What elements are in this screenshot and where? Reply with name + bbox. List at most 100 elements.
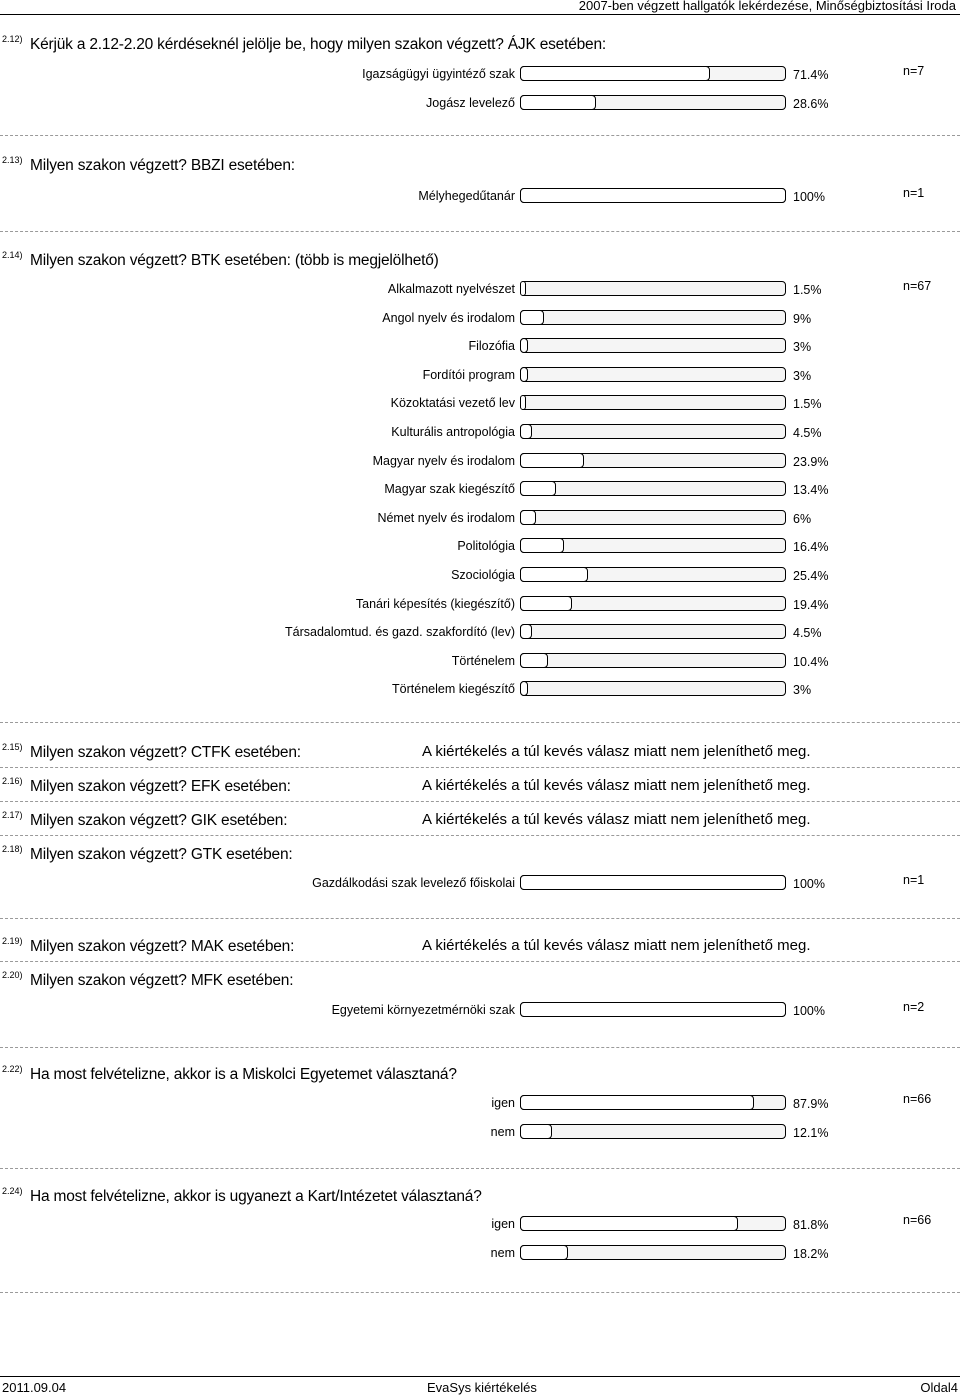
answer-bar-track	[520, 1216, 786, 1231]
answer-bar-fill	[520, 452, 584, 468]
page-header: 2007-ben végzett hallgatók lekérdezése, …	[0, 0, 960, 15]
answer-label: igen	[491, 1096, 515, 1110]
answer-bar-track	[520, 1002, 786, 1017]
answer-bar-fill	[520, 681, 528, 697]
section-separator	[0, 801, 960, 802]
answer-percentage: 100%	[793, 190, 825, 204]
answer-percentage: 9%	[793, 311, 812, 326]
question-number: 2.13)	[2, 155, 23, 165]
answer-bar-track	[520, 1245, 786, 1260]
footer-page: Oldal4	[920, 1380, 958, 1395]
answer-bar-fill	[520, 567, 588, 582]
answer-label: nem	[490, 1246, 515, 1260]
answer-percentage: 18.2%	[793, 1247, 829, 1261]
answer-label: Angol nyelv és irodalom	[382, 310, 515, 325]
section-separator	[0, 1168, 960, 1169]
section-separator	[0, 961, 960, 962]
answer-bar-fill	[520, 338, 528, 354]
header-title: 2007-ben végzett hallgatók lekérdezése, …	[578, 0, 956, 13]
answer-percentage: 71.4%	[793, 68, 829, 82]
answer-label: igen	[491, 1217, 515, 1231]
answer-bar-fill	[520, 309, 544, 325]
no-data-message: A kiértékelés a túl kevés válasz miatt n…	[422, 743, 811, 760]
question-title: Milyen szakon végzett? MFK esetében:	[30, 972, 294, 989]
answer-bar-fill	[520, 281, 526, 296]
section-separator	[0, 918, 960, 919]
answer-percentage: 4.5%	[793, 626, 822, 641]
response-count: n=2	[903, 1000, 925, 1014]
question-number: 2.14)	[2, 250, 23, 260]
answer-label: nem	[490, 1125, 515, 1139]
answer-bar-track	[520, 95, 786, 110]
answer-bar-track	[520, 1124, 786, 1139]
response-count: n=1	[903, 873, 925, 887]
answer-bar-fill	[520, 395, 526, 411]
answer-label: Közoktatási vezető lev	[390, 396, 515, 411]
answer-bar-fill	[520, 424, 532, 439]
answer-bar-fill	[520, 538, 564, 554]
section-separator	[0, 231, 960, 232]
question-title: Milyen szakon végzett? MAK esetében:	[30, 938, 295, 955]
answer-label: Német nyelv és irodalom	[377, 510, 515, 525]
answer-percentage: 100%	[793, 877, 825, 891]
question-number: 2.17)	[2, 810, 23, 820]
answer-bar-fill	[520, 875, 786, 890]
answer-label: Jogász levelező	[426, 96, 515, 110]
answer-percentage: 3%	[793, 683, 812, 698]
answer-bar-fill	[520, 595, 572, 611]
answer-percentage: 25.4%	[793, 569, 829, 583]
answer-bar-track	[520, 188, 786, 203]
answer-percentage: 100%	[793, 1004, 825, 1018]
answer-label: Kulturális antropológia	[391, 425, 515, 439]
answer-percentage: 13.4%	[793, 483, 829, 498]
answer-label: Egyetemi környezetmérnöki szak	[331, 1003, 515, 1017]
answer-bar-track	[520, 538, 786, 554]
answer-percentage: 87.9%	[793, 1097, 829, 1111]
question-number: 2.20)	[2, 970, 23, 980]
answer-percentage: 3%	[793, 368, 812, 383]
response-count: n=67	[903, 279, 932, 293]
answer-percentage: 19.4%	[793, 597, 829, 612]
answer-bar-track	[520, 875, 786, 890]
answer-percentage: 3%	[793, 340, 812, 355]
answer-percentage: 10.4%	[793, 654, 829, 669]
question-title: Milyen szakon végzett? EFK esetében:	[30, 778, 291, 795]
answer-label: Fordítói program	[422, 367, 515, 382]
answer-percentage: 1.5%	[793, 397, 822, 412]
answer-bar-fill	[520, 1002, 786, 1017]
answer-percentage: 16.4%	[793, 540, 829, 555]
answer-bar-track	[520, 338, 786, 354]
question-number: 2.24)	[2, 1186, 23, 1196]
answer-bar-track	[520, 509, 786, 525]
answer-percentage: 12.1%	[793, 1126, 829, 1140]
answer-bar-track	[520, 452, 786, 468]
question-number: 2.12)	[2, 34, 23, 44]
answer-bar-fill	[520, 188, 786, 203]
answer-percentage: 4.5%	[793, 426, 822, 440]
question-title: Ha most felvételizne, akkor is a Miskolc…	[30, 1066, 457, 1083]
answer-bar-track	[520, 424, 786, 439]
question-title: Milyen szakon végzett? BBZI esetében:	[30, 157, 295, 174]
answer-label: Társadalomtud. és gazd. szakfordító (lev…	[285, 625, 515, 640]
section-separator	[0, 722, 960, 723]
answer-bar-track	[520, 481, 786, 497]
answer-label: Igazságügyi ügyintéző szak	[362, 67, 515, 81]
answer-bar-fill	[520, 66, 710, 81]
answer-label: Gazdálkodási szak levelező főiskolai	[312, 876, 515, 890]
answer-bar-fill	[520, 1245, 568, 1260]
answer-percentage: 1.5%	[793, 283, 822, 297]
no-data-message: A kiértékelés a túl kevés válasz miatt n…	[422, 937, 811, 954]
answer-bar-track	[520, 624, 786, 640]
answer-percentage: 6%	[793, 511, 812, 526]
question-title: Kérjük a 2.12-2.20 kérdéseknél jelölje b…	[30, 36, 606, 53]
section-separator	[0, 835, 960, 836]
answer-label: Szociológia	[451, 568, 515, 582]
answer-bar-track	[520, 681, 786, 697]
answer-bar-track	[520, 281, 786, 296]
answer-label: Alkalmazott nyelvészet	[387, 282, 515, 296]
answer-percentage: 28.6%	[793, 97, 829, 111]
answer-bar-fill	[520, 1095, 754, 1110]
section-separator	[0, 135, 960, 136]
question-title: Milyen szakon végzett? BTK esetében: (tö…	[30, 252, 439, 269]
